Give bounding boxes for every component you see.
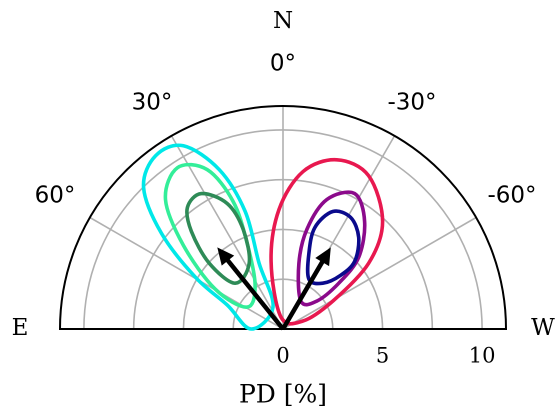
radial-tick-label: 0: [276, 344, 289, 368]
x-axis-label: PD [%]: [239, 380, 327, 409]
angle-tick-label: 30°: [132, 90, 173, 116]
contour-line: [305, 209, 361, 286]
contour-line: [163, 162, 257, 309]
angular-gridline: [170, 135, 284, 330]
angle-tick-label: 60°: [35, 183, 76, 209]
arrow-layer: [217, 247, 331, 331]
contour-layer: [141, 143, 385, 331]
angular-gridline: [282, 216, 477, 330]
angle-tick-label: 0°: [270, 51, 296, 77]
label-layer: 0° 30° -30° 60° -60° N E W 0 5 10 PD [%]: [12, 8, 556, 409]
angle-tick-label: -30°: [387, 90, 436, 116]
contour-line: [296, 190, 367, 307]
angle-tick-label: -60°: [487, 183, 536, 209]
arrow-head: [217, 247, 235, 266]
contour-line: [269, 157, 385, 326]
contour-line: [185, 191, 252, 285]
plot-boundary: [58, 105, 508, 330]
radial-tick-label: 5: [376, 344, 389, 368]
arrow-shaft: [281, 259, 326, 331]
cardinal-label-north: N: [273, 8, 293, 34]
arrow-head: [315, 247, 331, 267]
contour-line: [141, 143, 275, 331]
polar-grid: [58, 105, 508, 330]
cardinal-label-east: E: [12, 315, 29, 341]
cardinal-label-west: W: [531, 315, 555, 341]
radial-tick-label: 10: [469, 344, 496, 368]
arrow-shaft: [224, 257, 285, 331]
angular-gridline: [89, 216, 284, 330]
